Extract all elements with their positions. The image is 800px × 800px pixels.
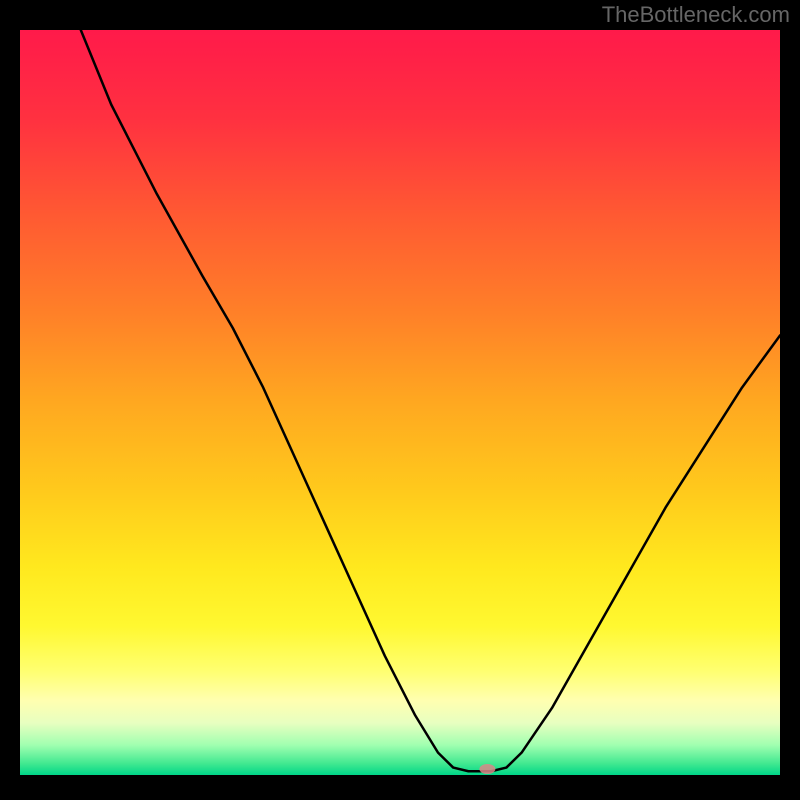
chart-container: TheBottleneck.com <box>0 0 800 800</box>
optimal-marker <box>479 764 495 774</box>
watermark-text: TheBottleneck.com <box>602 2 790 28</box>
bottleneck-chart <box>20 30 780 775</box>
chart-background <box>20 30 780 775</box>
